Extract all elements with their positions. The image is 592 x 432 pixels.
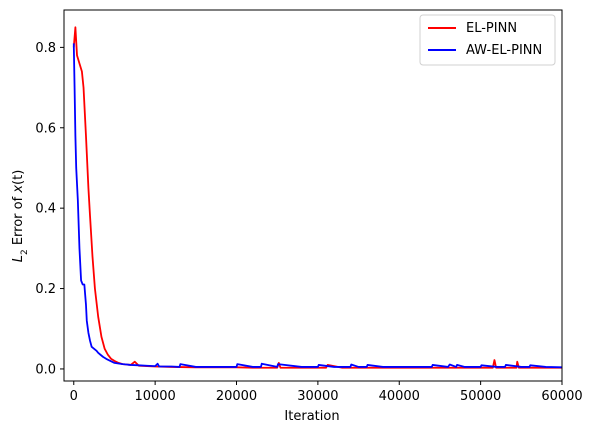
y-tick-label: 0.4	[35, 202, 56, 217]
axes-frame	[63, 9, 563, 382]
x-tick-label: 50000	[460, 389, 501, 404]
x-tick-label: 0	[70, 389, 78, 404]
y-tick-label: 0.6	[35, 121, 56, 136]
legend: EL-PINN AW-EL-PINN	[419, 14, 556, 66]
x-tick-label: 20000	[216, 389, 257, 404]
y-tick-label: 0.0	[35, 362, 56, 377]
y-tick-label: 0.8	[35, 41, 56, 56]
y-label-subscript: 2	[20, 249, 30, 255]
y-label-middle: Error of	[11, 193, 26, 250]
series-line-aw-el-pinn	[72, 43, 562, 369]
x-axis-label: Iteration	[284, 409, 339, 424]
y-label-end: (t)	[11, 170, 26, 185]
y-axis-ticks: 0.0 0.2 0.4 0.6 0.8	[35, 41, 64, 377]
x-tick-label: 10000	[134, 389, 175, 404]
y-axis-label: L2 Error of x(t)	[11, 170, 30, 263]
y-label-l: L	[11, 255, 26, 262]
x-tick-label: 30000	[297, 389, 338, 404]
y-label-var: x	[11, 185, 26, 194]
series-layer	[72, 26, 562, 369]
legend-label-aw-el-pinn: AW-EL-PINN	[466, 43, 542, 58]
x-tick-label: 40000	[379, 389, 420, 404]
x-axis-ticks: 0 10000 20000 30000 40000 50000 60000	[70, 381, 583, 404]
y-tick-label: 0.2	[35, 282, 56, 297]
x-tick-label: 60000	[541, 389, 582, 404]
legend-label-el-pinn: EL-PINN	[466, 21, 517, 36]
